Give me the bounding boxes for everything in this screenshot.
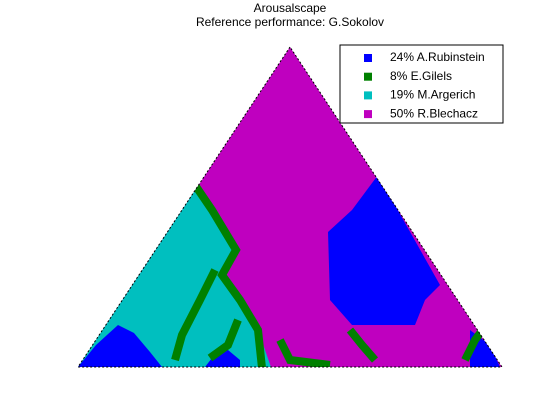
region [205,345,240,367]
legend-swatch [364,72,372,81]
legend-swatch [364,110,372,119]
region-border [207,318,242,362]
legend-swatch [364,54,372,62]
chart-title: Arousalscape [254,1,327,15]
chart-subtitle: Reference performance: G.Sokolov [196,15,384,29]
region-border [346,327,379,363]
legend-swatch [364,91,372,100]
legend-label: 8% E.Gilels [390,69,452,83]
region-border [171,268,219,362]
legend-label: 24% A.Rubinstein [390,50,485,64]
legend-label: 50% R.Blechacz [390,106,478,120]
legend-label: 19% M.Argerich [390,88,475,102]
region-border [191,182,266,367]
region [78,325,162,367]
region [328,175,440,325]
legend-items: 24% A.Rubinstein 8% E.Gilels 19% M.Argeri… [364,50,485,120]
region-border [276,338,331,367]
